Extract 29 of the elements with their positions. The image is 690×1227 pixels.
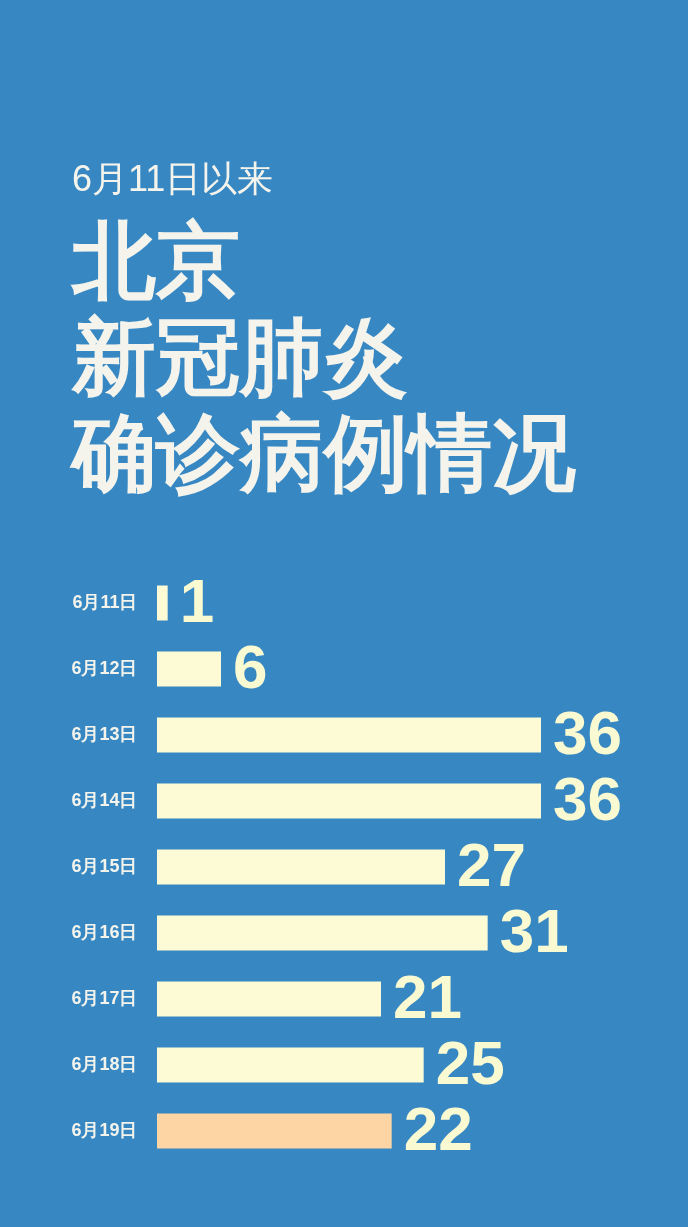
data-label: 22 — [403, 1094, 473, 1163]
bar — [157, 717, 541, 753]
y-tick-label: 6月15日 — [71, 856, 138, 876]
data-label: 21 — [393, 962, 462, 1031]
y-tick-label: 6月13日 — [71, 724, 138, 744]
y-tick-label: 6月18日 — [71, 1054, 138, 1074]
data-label: 36 — [553, 698, 622, 767]
bar — [157, 1047, 424, 1083]
bar — [157, 915, 488, 951]
chart-subtitle: 6月11日以来 — [71, 158, 274, 199]
y-tick-label: 6月19日 — [71, 1120, 138, 1140]
data-label: 36 — [553, 764, 622, 833]
y-tick-label: 6月11日 — [72, 592, 138, 612]
data-label: 25 — [435, 1028, 505, 1097]
y-tick-label: 6月14日 — [71, 790, 138, 810]
data-label: 27 — [457, 830, 526, 899]
bar — [157, 1113, 392, 1149]
data-label: 1 — [179, 566, 215, 635]
chart-title: 北京新冠肺炎确诊病例情况 — [68, 214, 576, 500]
bar — [157, 651, 221, 687]
bar — [157, 585, 168, 621]
data-label: 31 — [499, 896, 569, 965]
bar — [157, 849, 445, 885]
bar — [157, 783, 541, 819]
data-label: 6 — [233, 632, 268, 701]
y-tick-label: 6月17日 — [71, 988, 138, 1008]
y-tick-label: 6月12日 — [71, 658, 138, 678]
y-tick-label: 6月16日 — [71, 922, 138, 942]
bar — [157, 981, 381, 1017]
